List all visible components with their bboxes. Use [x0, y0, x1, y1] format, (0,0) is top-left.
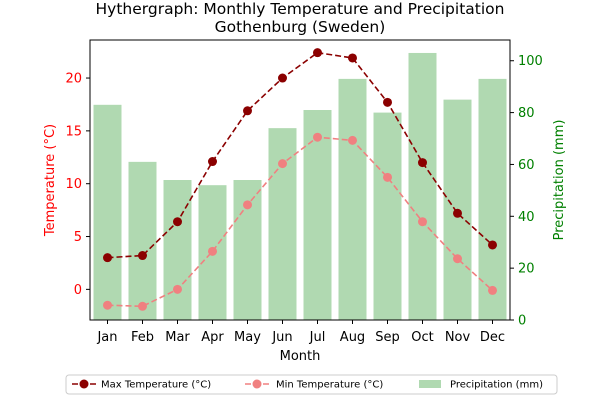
- temperature-lines: [103, 48, 497, 311]
- right-y-tick-label: 100: [518, 54, 543, 69]
- legend-swatch-precipitation: [419, 380, 441, 388]
- x-axis: Jan Feb Mar Apr May Jun Jul Aug Sep Oct Nov Dec: [96, 320, 505, 345]
- max-temperature-point: [208, 157, 217, 167]
- right-y-tick-label: 80: [518, 106, 535, 121]
- max-temperature-line: [107, 51, 494, 259]
- precipitation-bar: [338, 78, 367, 320]
- x-axis-label: Month: [280, 349, 321, 364]
- legend-marker-max-temperature: [79, 379, 89, 389]
- left-y-tick-label: 0: [74, 283, 82, 298]
- max-temperature-point: [243, 106, 252, 116]
- min-temperature-point: [313, 132, 322, 142]
- right-y-axis: 0 20 40 60 80 100: [510, 54, 543, 329]
- min-temperature-line: [107, 136, 494, 308]
- max-temperature-point: [383, 97, 392, 107]
- legend-label-max-temperature: Max Temperature (°C): [101, 380, 211, 391]
- left-y-axis: 0 5 10 15 20: [65, 72, 90, 298]
- precipitation-bar: [408, 52, 437, 321]
- precipitation-bar: [163, 180, 192, 320]
- x-tick-label: Nov: [445, 330, 471, 345]
- x-tick-label: Feb: [131, 330, 154, 345]
- max-temperature-point: [418, 158, 427, 168]
- min-temperature-point: [138, 301, 147, 311]
- min-temperature-point: [103, 300, 112, 310]
- precipitation-bar: [93, 104, 122, 320]
- min-temperature-point: [453, 254, 462, 264]
- left-y-tick-label: 15: [65, 124, 82, 139]
- precipitation-bars: [93, 52, 507, 321]
- max-temperature-point: [488, 240, 497, 250]
- x-tick-label: Jun: [271, 330, 292, 345]
- legend: Max Temperature (°C) Min Temperature (°C)…: [65, 374, 558, 395]
- precipitation-bar: [128, 161, 157, 320]
- max-temperature-point: [313, 48, 322, 58]
- min-temperature-point: [418, 217, 427, 227]
- x-tick-label: Apr: [201, 330, 224, 345]
- precipitation-bar: [268, 128, 297, 320]
- right-y-tick-label: 40: [518, 210, 535, 225]
- precipitation-bar: [303, 110, 332, 320]
- right-y-tick-label: 60: [518, 158, 535, 173]
- min-temperature-point: [173, 284, 182, 294]
- x-tick-label: Dec: [480, 330, 505, 345]
- x-tick-label: Aug: [340, 330, 365, 345]
- right-y-tick-label: 0: [518, 314, 526, 329]
- legend-label-min-temperature: Min Temperature (°C): [276, 380, 383, 391]
- left-y-axis-label: Temperature (°C): [43, 124, 58, 237]
- chart-subtitle: Gothenburg (Sweden): [215, 18, 386, 36]
- chart-title: Hythergraph: Monthly Temperature and Pre…: [96, 0, 505, 18]
- left-y-tick-label: 20: [65, 72, 82, 87]
- x-tick-label: Jul: [309, 330, 326, 345]
- max-temperature-point: [173, 217, 182, 227]
- max-temperature-point: [348, 53, 357, 63]
- right-y-tick-label: 20: [518, 262, 535, 277]
- left-y-tick-label: 10: [65, 177, 82, 192]
- x-tick-label: May: [234, 330, 261, 345]
- max-temperature-point: [138, 251, 147, 261]
- precipitation-bar: [478, 78, 507, 320]
- right-y-axis-label: Precipitation (mm): [552, 120, 567, 241]
- min-temperature-point: [383, 172, 392, 182]
- x-tick-label: Jan: [96, 330, 117, 345]
- left-y-tick-label: 5: [74, 230, 82, 245]
- min-temperature-point: [278, 159, 287, 169]
- precipitation-bar: [373, 112, 402, 320]
- min-temperature-point: [488, 285, 497, 295]
- max-temperature-point: [278, 73, 287, 83]
- min-temperature-point: [348, 135, 357, 145]
- legend-label-precipitation: Precipitation (mm): [450, 380, 543, 391]
- legend-marker-min-temperature: [252, 379, 262, 389]
- x-tick-label: Sep: [375, 330, 400, 345]
- max-temperature-point: [453, 208, 462, 218]
- min-temperature-point: [208, 246, 217, 256]
- legend-box: [65, 374, 558, 395]
- x-tick-label: Oct: [411, 330, 433, 345]
- x-tick-label: Mar: [165, 330, 190, 345]
- plot-frame: [89, 39, 511, 321]
- min-temperature-point: [243, 200, 252, 210]
- max-temperature-point: [103, 253, 112, 263]
